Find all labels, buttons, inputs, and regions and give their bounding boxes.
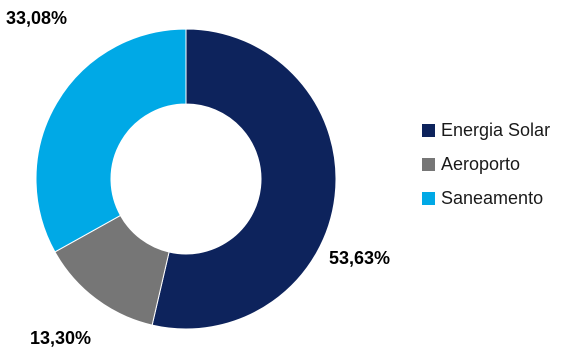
legend-item-energia-solar: Energia Solar: [422, 120, 550, 140]
legend-swatch-saneamento: [422, 191, 435, 205]
chart-data-labels: 53,63% 13,30% 33,08%: [6, 8, 390, 348]
legend-swatch-energia-solar: [422, 123, 435, 137]
slice-saneamento: [35, 28, 187, 253]
legend-label-aeroporto: Aeroporto: [441, 153, 521, 174]
data-label-saneamento: 33,08%: [6, 8, 67, 28]
chart-legend: Energia Solar Aeroporto Saneamento: [422, 120, 550, 222]
data-label-energia-solar: 53,63%: [329, 248, 390, 268]
legend-item-saneamento: Saneamento: [422, 188, 550, 208]
data-label-aeroporto: 13,30%: [30, 328, 91, 348]
legend-swatch-aeroporto: [422, 157, 435, 171]
slice-energia-solar: [151, 28, 337, 330]
legend-item-aeroporto: Aeroporto: [422, 154, 550, 174]
legend-label-energia-solar: Energia Solar: [441, 119, 551, 140]
chart-slices: [35, 28, 337, 330]
legend-label-saneamento: Saneamento: [441, 187, 544, 208]
